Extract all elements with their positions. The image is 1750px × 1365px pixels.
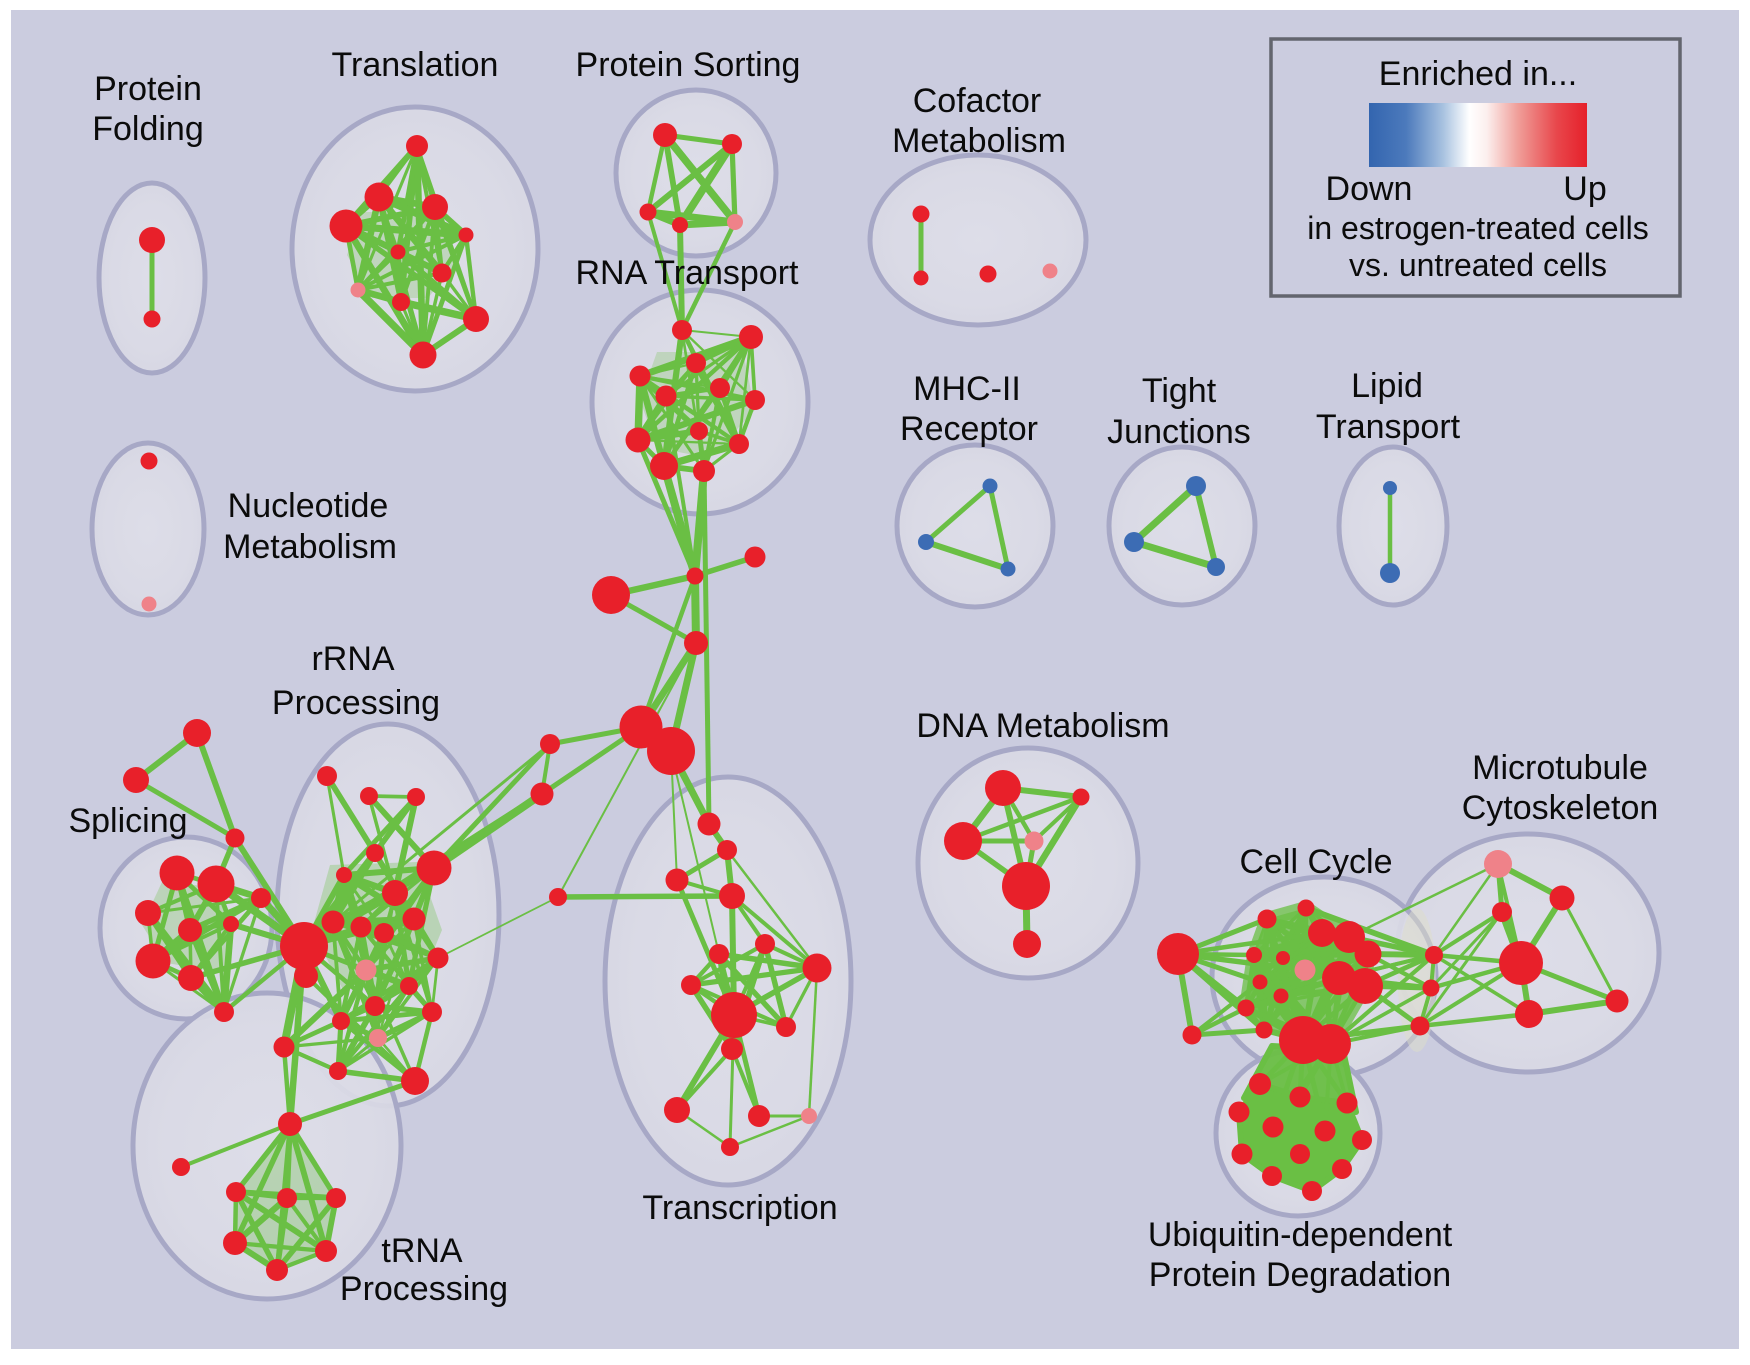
svg-text:Protein Sorting: Protein Sorting bbox=[576, 46, 801, 84]
svg-text:rRNA: rRNA bbox=[311, 640, 394, 678]
svg-text:Cofactor: Cofactor bbox=[913, 82, 1042, 120]
svg-text:Folding: Folding bbox=[92, 110, 204, 148]
svg-text:MHC-II: MHC-II bbox=[913, 370, 1021, 408]
svg-text:in estrogen-treated cells: in estrogen-treated cells bbox=[1307, 210, 1649, 246]
svg-text:Nucleotide: Nucleotide bbox=[228, 487, 389, 525]
svg-text:Up: Up bbox=[1563, 170, 1606, 208]
svg-text:Splicing: Splicing bbox=[68, 802, 187, 840]
svg-text:Metabolism: Metabolism bbox=[223, 528, 397, 566]
svg-text:Transcription: Transcription bbox=[642, 1189, 837, 1227]
svg-text:Translation: Translation bbox=[332, 46, 499, 84]
svg-text:Metabolism: Metabolism bbox=[892, 122, 1066, 160]
svg-text:Processing: Processing bbox=[340, 1270, 508, 1308]
svg-text:Lipid: Lipid bbox=[1351, 367, 1423, 405]
svg-text:Transport: Transport bbox=[1316, 408, 1461, 446]
svg-text:Microtubule: Microtubule bbox=[1472, 749, 1648, 787]
svg-text:Down: Down bbox=[1326, 170, 1413, 208]
svg-text:DNA Metabolism: DNA Metabolism bbox=[916, 707, 1169, 745]
svg-text:Tight: Tight bbox=[1142, 372, 1217, 410]
svg-text:Ubiquitin-dependent: Ubiquitin-dependent bbox=[1148, 1216, 1453, 1254]
svg-text:Cell Cycle: Cell Cycle bbox=[1239, 843, 1392, 881]
svg-text:vs. untreated cells: vs. untreated cells bbox=[1349, 247, 1607, 283]
svg-text:Protein: Protein bbox=[94, 70, 202, 108]
svg-text:Protein Degradation: Protein Degradation bbox=[1149, 1256, 1451, 1294]
svg-text:Processing: Processing bbox=[272, 684, 440, 722]
svg-text:Receptor: Receptor bbox=[900, 410, 1038, 448]
svg-text:tRNA: tRNA bbox=[381, 1232, 463, 1270]
svg-text:RNA Transport: RNA Transport bbox=[576, 254, 800, 292]
svg-text:Enriched in...: Enriched in... bbox=[1379, 55, 1577, 93]
svg-text:Cytoskeleton: Cytoskeleton bbox=[1462, 789, 1659, 827]
svg-text:Junctions: Junctions bbox=[1107, 413, 1251, 451]
